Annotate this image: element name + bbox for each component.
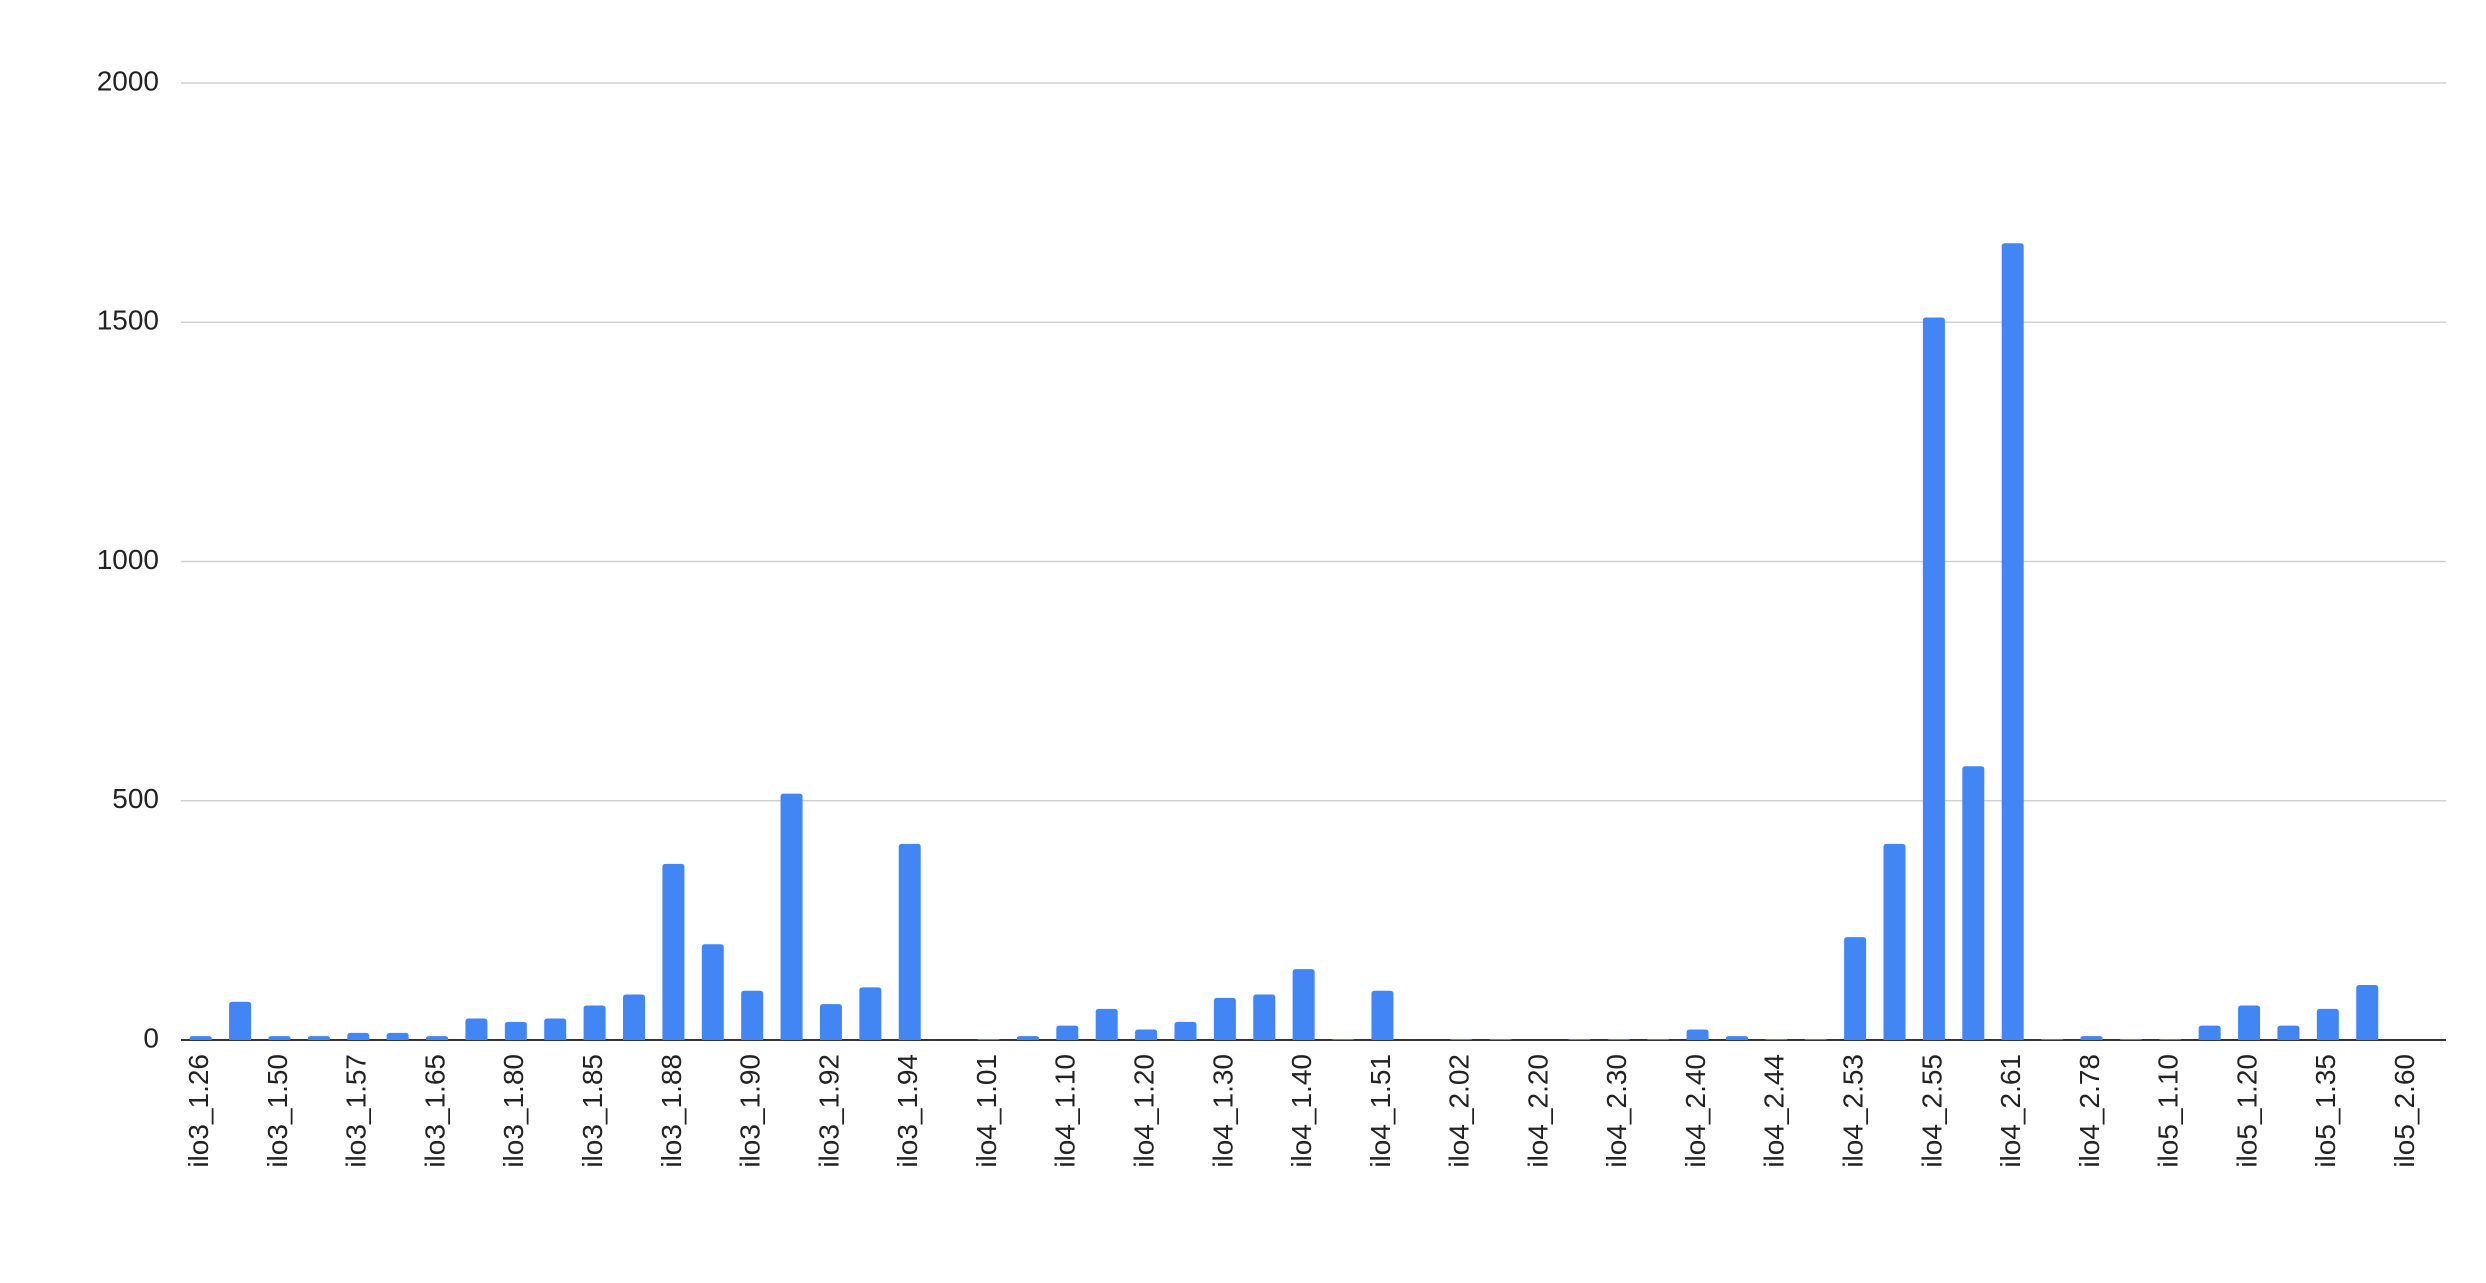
x-tick-label: ilo4_2.44: [1759, 1054, 1790, 1168]
x-tick-label: ilo4_1.20: [1128, 1054, 1159, 1168]
bar: [2316, 1008, 2339, 1040]
x-tick-label: ilo3_1.85: [577, 1054, 608, 1168]
x-tick-label: ilo4_2.30: [1601, 1054, 1632, 1168]
bar: [504, 1021, 527, 1040]
x-tick-label: ilo3_1.26: [183, 1054, 214, 1168]
x-tick-label: ilo5_2.60: [2389, 1054, 2420, 1168]
x-tick-label: ilo4_2.55: [1916, 1054, 1947, 1168]
bar: [2238, 1005, 2261, 1040]
bar: [1253, 994, 1276, 1040]
bar: [977, 1039, 1000, 1040]
bar: [2198, 1025, 2221, 1040]
bar: [1844, 937, 1867, 1040]
x-tick-label: ilo4_1.51: [1365, 1054, 1396, 1168]
bar: [1016, 1036, 1039, 1040]
y-tick-label: 2000: [97, 65, 159, 96]
y-tick-label: 500: [112, 783, 159, 814]
x-tick-label: ilo5_1.10: [2153, 1054, 2184, 1168]
x-tick-label: ilo5_1.20: [2231, 1054, 2262, 1168]
bar: [1292, 969, 1315, 1040]
x-tick-label: ilo4_2.78: [2074, 1054, 2105, 1168]
bar: [465, 1018, 488, 1040]
x-tick-label: ilo5_1.35: [2310, 1054, 2341, 1168]
x-tick-label: ilo4_1.40: [1286, 1054, 1317, 1168]
bar: [1332, 1039, 1355, 1040]
x-tick-label: ilo4_1.10: [1050, 1054, 1081, 1168]
bar: [1489, 1039, 1512, 1040]
x-tick-label: ilo3_1.65: [419, 1054, 450, 1168]
bar: [1686, 1029, 1709, 1040]
bar: [1371, 990, 1394, 1040]
bar: [741, 990, 764, 1040]
x-tick-label: ilo4_2.61: [1995, 1054, 2026, 1168]
bar: [1962, 766, 1985, 1040]
x-tick-label: ilo3_1.88: [656, 1054, 687, 1168]
bar: [229, 1001, 252, 1040]
y-tick-label: 1000: [97, 544, 159, 575]
bar: [819, 1004, 842, 1040]
bar: [1647, 1039, 1670, 1040]
bar: [2041, 1039, 2064, 1040]
bar: [1174, 1021, 1197, 1040]
bar: [1095, 1008, 1118, 1040]
bar: [623, 994, 645, 1040]
bar: [1607, 1039, 1630, 1040]
x-tick-label: ilo3_1.92: [813, 1054, 844, 1168]
bar: [1883, 843, 1906, 1040]
bar: [1725, 1036, 1748, 1040]
x-tick-label: ilo3_1.80: [498, 1054, 529, 1168]
x-tick-label: ilo4_1.30: [1207, 1054, 1238, 1168]
bar: [268, 1036, 291, 1040]
bar: [1135, 1029, 1158, 1040]
bar: [859, 987, 882, 1040]
bar: [2159, 1039, 2182, 1040]
y-tick-label: 1500: [97, 305, 159, 336]
bar: [1450, 1039, 1473, 1040]
bar: [1056, 1025, 1079, 1040]
bar: [662, 863, 685, 1040]
bar: [544, 1018, 567, 1040]
x-tick-label: ilo4_1.01: [971, 1054, 1002, 1168]
bar: [701, 944, 724, 1040]
x-tick-label: ilo4_2.40: [1680, 1054, 1711, 1168]
bar: [583, 1005, 606, 1040]
bar: [1922, 317, 1945, 1041]
bar: [307, 1036, 330, 1040]
bar: [1213, 997, 1236, 1040]
bar: [2119, 1039, 2142, 1040]
bar: [426, 1036, 449, 1040]
bar: [2080, 1036, 2103, 1040]
bar: [2356, 984, 2379, 1040]
bar: [780, 793, 803, 1040]
x-tick-label: ilo4_2.20: [1522, 1054, 1553, 1168]
x-tick-label: ilo4_2.02: [1444, 1054, 1475, 1168]
x-tick-label: ilo3_1.57: [341, 1054, 372, 1168]
bar: [347, 1032, 370, 1040]
x-tick-label: ilo4_2.53: [1838, 1054, 1869, 1168]
x-tick-label: ilo3_1.94: [892, 1054, 923, 1168]
bar: [898, 843, 921, 1040]
bar: [2277, 1025, 2300, 1040]
x-tick-label: ilo3_1.90: [735, 1054, 766, 1168]
bar: [2001, 243, 2024, 1041]
bar: [1568, 1039, 1591, 1040]
x-tick-label: ilo3_1.50: [262, 1054, 293, 1168]
bar: [1765, 1039, 1788, 1040]
y-tick-label: 0: [143, 1022, 159, 1053]
bar: [1804, 1039, 1827, 1040]
bar: [386, 1032, 409, 1040]
bar: [189, 1036, 212, 1040]
